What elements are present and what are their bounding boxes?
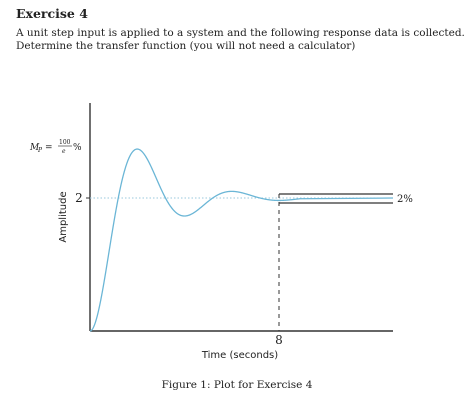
exercise-title: Exercise 4 <box>16 6 88 21</box>
svg-text:100: 100 <box>59 139 71 146</box>
svg-text:M: M <box>29 143 40 153</box>
tolerance-label: 2% <box>397 194 413 205</box>
peak-overshoot-label: M P = 100 e % <box>29 139 82 155</box>
response-curve <box>89 148 394 332</box>
steady-state-label: 2 <box>75 191 83 205</box>
x-axis-label: Time (seconds) <box>201 350 278 361</box>
svg-text:P: P <box>37 147 43 154</box>
y-axis-label: Amplitude <box>58 191 69 242</box>
svg-text:%: % <box>73 143 82 153</box>
figure-caption: Figure 1: Plot for Exercise 4 <box>161 379 313 391</box>
exercise-description: A unit step input is applied to a system… <box>16 27 465 52</box>
svg-text:=: = <box>45 143 53 153</box>
svg-text:e: e <box>62 148 66 155</box>
settling-time-label: 8 <box>275 333 283 347</box>
